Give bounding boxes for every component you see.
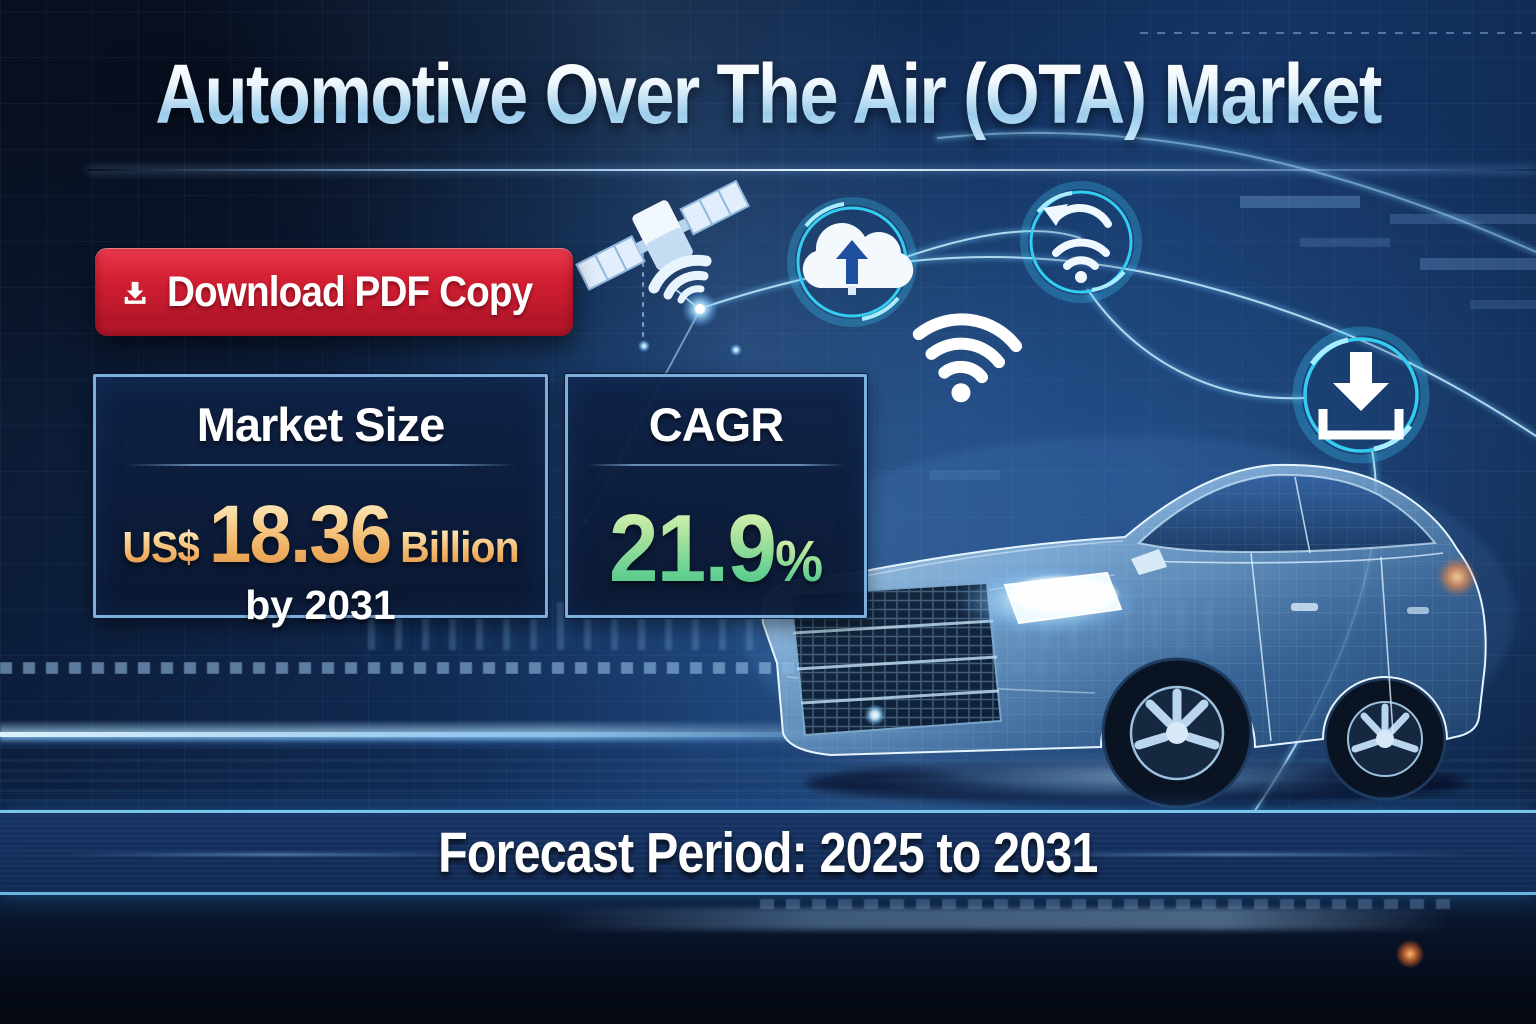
market-size-heading: Market Size (196, 398, 446, 451)
market-size-number: 18.36 (203, 489, 396, 580)
road-reflection (540, 908, 1450, 930)
market-size-value: US$ 18.36 Billion (112, 488, 530, 582)
dashed-line-decor (1140, 32, 1536, 34)
streak-band (0, 752, 1536, 810)
road-surface (0, 895, 1536, 1024)
market-size-unit: Billion (400, 523, 519, 572)
cagr-heading: CAGR (648, 398, 784, 451)
cagr-percent-sign: % (775, 529, 824, 594)
market-size-currency: US$ (122, 523, 200, 572)
download-pdf-button[interactable]: Download PDF Copy (95, 248, 573, 336)
forecast-text: Forecast Period: 2025 to 2031 (438, 820, 1098, 885)
cagr-value: 21.9% (578, 494, 853, 604)
road-orange-glow (1396, 940, 1424, 968)
download-pdf-label: Download PDF Copy (167, 267, 533, 316)
forecast-banner: Forecast Period: 2025 to 2031 (0, 810, 1536, 895)
card-divider (587, 464, 845, 466)
card-divider (125, 464, 516, 466)
light-beam-core (0, 732, 880, 737)
dash-row-decor (0, 662, 1160, 674)
page-title: Automotive Over The Air (OTA) Market (123, 48, 1413, 141)
title-divider (88, 169, 1536, 171)
market-size-timeframe: by 2031 (245, 582, 396, 628)
cagr-card: CAGR 21.9% (565, 374, 867, 618)
road-dashes (760, 899, 1460, 909)
cagr-number: 21.9 (608, 495, 777, 602)
market-size-card: Market Size US$ 18.36 Billion by 2031 (93, 374, 548, 628)
download-icon (124, 281, 146, 304)
